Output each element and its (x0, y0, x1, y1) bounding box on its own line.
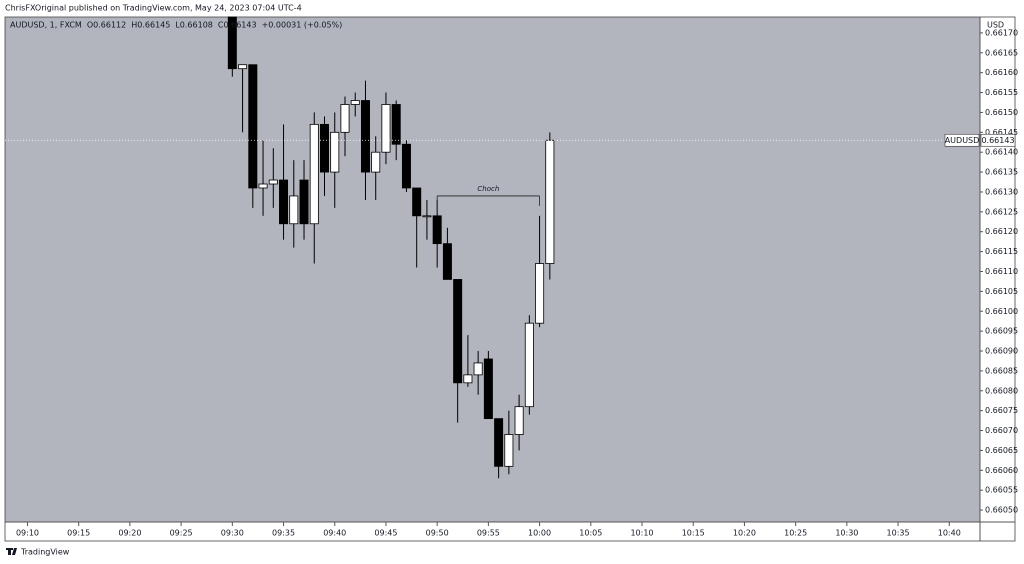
candle-body (340, 104, 350, 133)
y-tick-label: 0.66110 (985, 267, 1018, 276)
x-tick-label: 09:55 (477, 529, 500, 538)
x-tick-label: 10:35 (887, 529, 910, 538)
candle-body (371, 151, 381, 173)
candle-body (309, 123, 319, 225)
y-tick-label: 0.66140 (985, 148, 1018, 157)
price-line-label-box (944, 133, 980, 147)
y-tick-label: 0.66155 (985, 88, 1018, 97)
legend-item: O0.66112 (87, 21, 126, 30)
y-tick-label: 0.66075 (985, 406, 1018, 415)
attribution: ChrisFXOriginal published on TradingView… (5, 4, 302, 13)
legend-item: L0.66108 (175, 21, 213, 30)
x-tick-label: 09:35 (272, 529, 295, 538)
y-tick-label: 0.66120 (985, 227, 1018, 236)
candle-body (524, 322, 534, 408)
frame (4, 16, 1016, 542)
x-tick-label: 10:10 (630, 529, 653, 538)
candle-body (494, 418, 504, 467)
candle-body (381, 104, 391, 153)
candle-body (360, 100, 370, 173)
y-tick-label: 0.66135 (985, 168, 1018, 177)
y-tick-label: 0.66060 (985, 466, 1018, 475)
legend-item: C0.66143 (218, 21, 257, 30)
x-tick-label: 09:20 (118, 529, 141, 538)
x-tick-label: 09:40 (323, 529, 346, 538)
y-tick-label: 0.66100 (985, 307, 1018, 316)
candle-body (432, 215, 442, 245)
x-tick-label: 09:30 (221, 529, 244, 538)
y-tick-label: 0.66150 (985, 108, 1018, 117)
price-value-box (980, 133, 1016, 147)
y-tick-label: 0.66095 (985, 327, 1018, 336)
price-line-label: AUDUSD (945, 136, 980, 145)
y-tick-label: 0.66080 (985, 386, 1018, 395)
y-tick-label: 0.66145 (985, 128, 1018, 137)
x-tick-label: 10:00 (528, 529, 551, 538)
candle-body (279, 179, 289, 225)
candle-body (473, 362, 483, 376)
x-tick-label: 09:15 (67, 529, 90, 538)
candle-body (350, 100, 360, 105)
candle-body (320, 123, 330, 173)
y-tick-label: 0.66085 (985, 366, 1018, 375)
y-tick-label: 0.66090 (985, 347, 1018, 356)
candle-body (258, 183, 268, 189)
candle-body (545, 139, 555, 264)
x-tick-label: 10:20 (733, 529, 756, 538)
x-tick-label: 09:10 (16, 529, 39, 538)
candle-body (535, 263, 545, 324)
x-tick-label: 10:05 (579, 529, 602, 538)
plot-area (5, 17, 980, 522)
y-tick-label: 0.66050 (985, 506, 1018, 515)
x-tick-label: 10:25 (784, 529, 807, 538)
y-tick-label: 0.66070 (985, 426, 1018, 435)
legend-item: H0.66145 (131, 21, 170, 30)
y-tick-label: 0.66170 (985, 28, 1018, 37)
x-tick-label: 10:40 (938, 529, 961, 538)
legend-item: +0.00031 (+0.05%) (262, 21, 343, 30)
y-tick-label: 0.66105 (985, 287, 1018, 296)
candle-body (299, 179, 309, 225)
y-tick-label: 0.66165 (985, 48, 1018, 57)
brand-logo (6, 548, 17, 555)
y-tick-label: 0.66130 (985, 187, 1018, 196)
x-tick-label: 09:25 (170, 529, 193, 538)
candle-body (504, 434, 514, 467)
y-tick-label: 0.66065 (985, 446, 1018, 455)
candle-body (422, 215, 432, 218)
annotation-text: Choch (477, 185, 499, 193)
candle-body (401, 143, 411, 189)
candle-body (227, 16, 237, 70)
candle-body (330, 131, 340, 173)
candle-body (391, 104, 401, 145)
y-tick-label: 0.66115 (985, 247, 1018, 256)
candle-body (514, 406, 524, 435)
x-tick-label: 10:15 (682, 529, 705, 538)
candle-body (248, 64, 258, 189)
x-tick-label: 10:30 (835, 529, 858, 538)
y-tick-label: 0.66125 (985, 207, 1018, 216)
currency: USD (987, 21, 1004, 30)
candle-body (268, 179, 278, 185)
candle-body (483, 358, 493, 420)
y-tick-label: 0.66055 (985, 486, 1018, 495)
candle-body (412, 187, 422, 217)
candle-body (289, 195, 299, 225)
candle-body (238, 64, 248, 70)
x-tick-label: 09:50 (426, 529, 449, 538)
candle-body (453, 279, 463, 384)
legend-item: AUDUSD, 1, FXCM (10, 21, 82, 30)
candle-body (463, 374, 473, 384)
candle-body (442, 243, 452, 280)
brand: TradingView (20, 548, 70, 557)
price-value: 0.66143 (981, 136, 1014, 145)
y-tick-label: 0.66160 (985, 68, 1018, 77)
x-tick-label: 09:45 (374, 529, 397, 538)
